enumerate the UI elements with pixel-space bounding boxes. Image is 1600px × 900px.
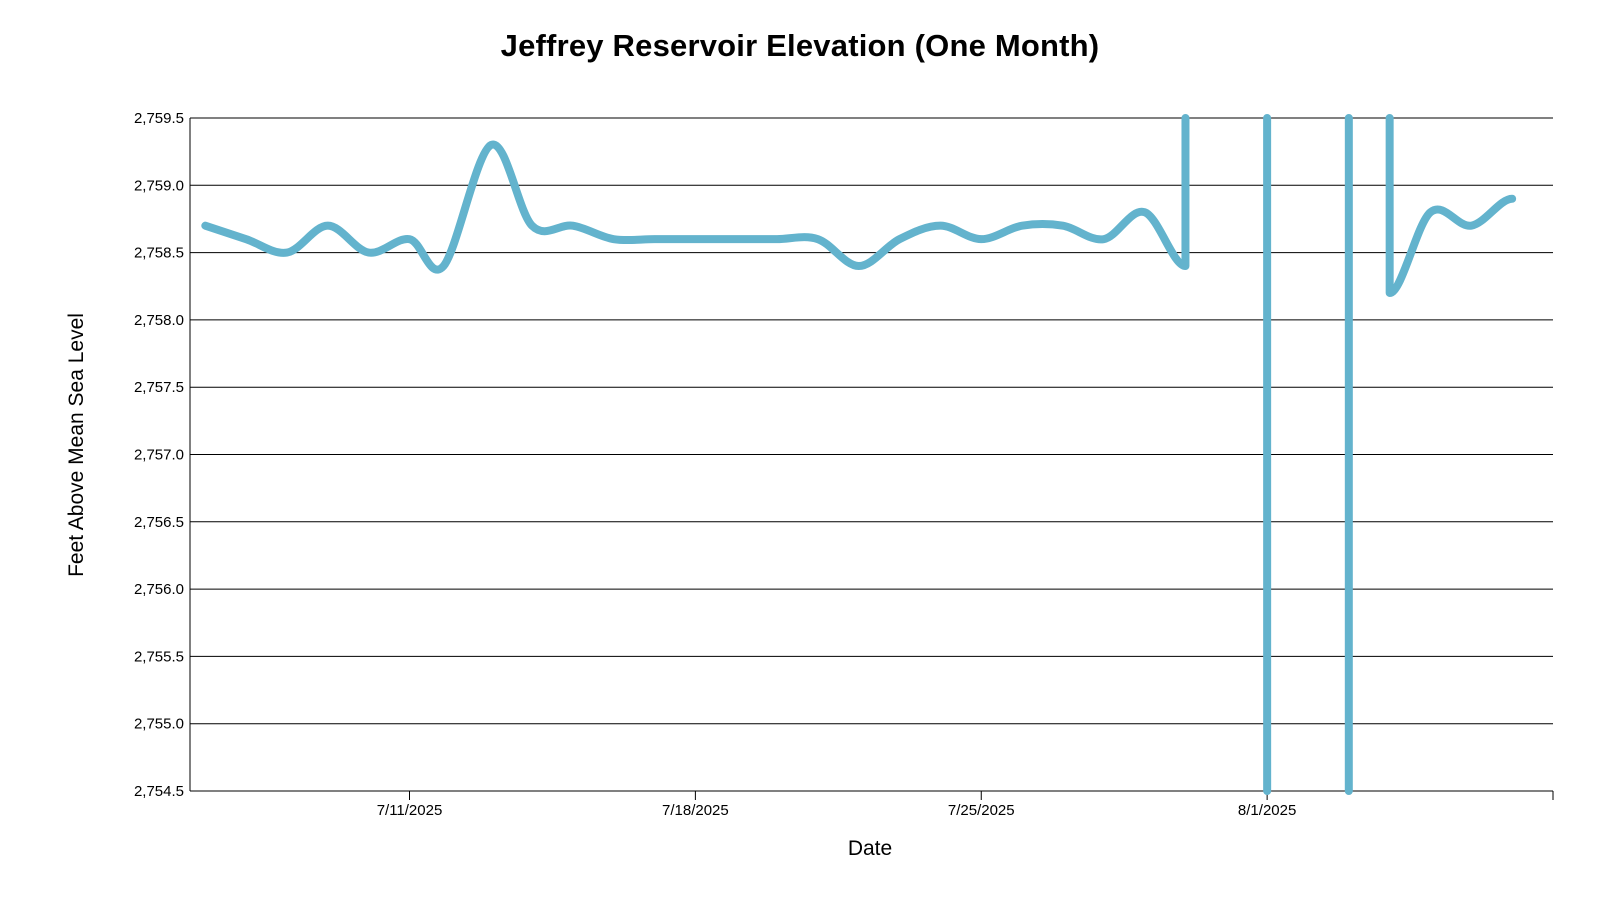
series-line-group: [201, 114, 1517, 795]
y-tick-label: 2,757.5: [134, 379, 184, 396]
y-tick-label: 2,758.0: [134, 312, 184, 329]
x-tick-label: 7/11/2025: [377, 802, 443, 819]
y-tick-label: 2,755.5: [134, 648, 184, 665]
x-axis-title: Date: [848, 837, 892, 860]
x-tick-label: 7/25/2025: [948, 802, 1015, 819]
y-tick-label: 2,758.5: [134, 245, 184, 262]
gridlines: [190, 117, 1553, 792]
x-tick-label: 7/18/2025: [662, 802, 729, 819]
y-axis-title: Feet Above Mean Sea Level: [65, 313, 88, 577]
series-line-segment: [1385, 114, 1517, 297]
y-tick-label: 2,759.5: [134, 110, 184, 127]
y-tick-label: 2,759.0: [134, 177, 184, 194]
y-tick-label: 2,755.0: [134, 716, 184, 733]
x-tick-label: 8/1/2025: [1238, 802, 1296, 819]
series-line-segment: [201, 114, 1190, 274]
axes: 2,754.5 2,755.0 2,755.5 2,756.0 2,756.5 2,757…: [134, 110, 1554, 819]
y-tick-label: 2,756.5: [134, 514, 184, 531]
y-tick-label: 2,754.5: [134, 783, 184, 800]
y-tick-label: 2,757.0: [134, 447, 184, 464]
y-tick-label: 2,756.0: [134, 581, 184, 598]
chart-title: Jeffrey Reservoir Elevation (One Month): [500, 28, 1100, 63]
